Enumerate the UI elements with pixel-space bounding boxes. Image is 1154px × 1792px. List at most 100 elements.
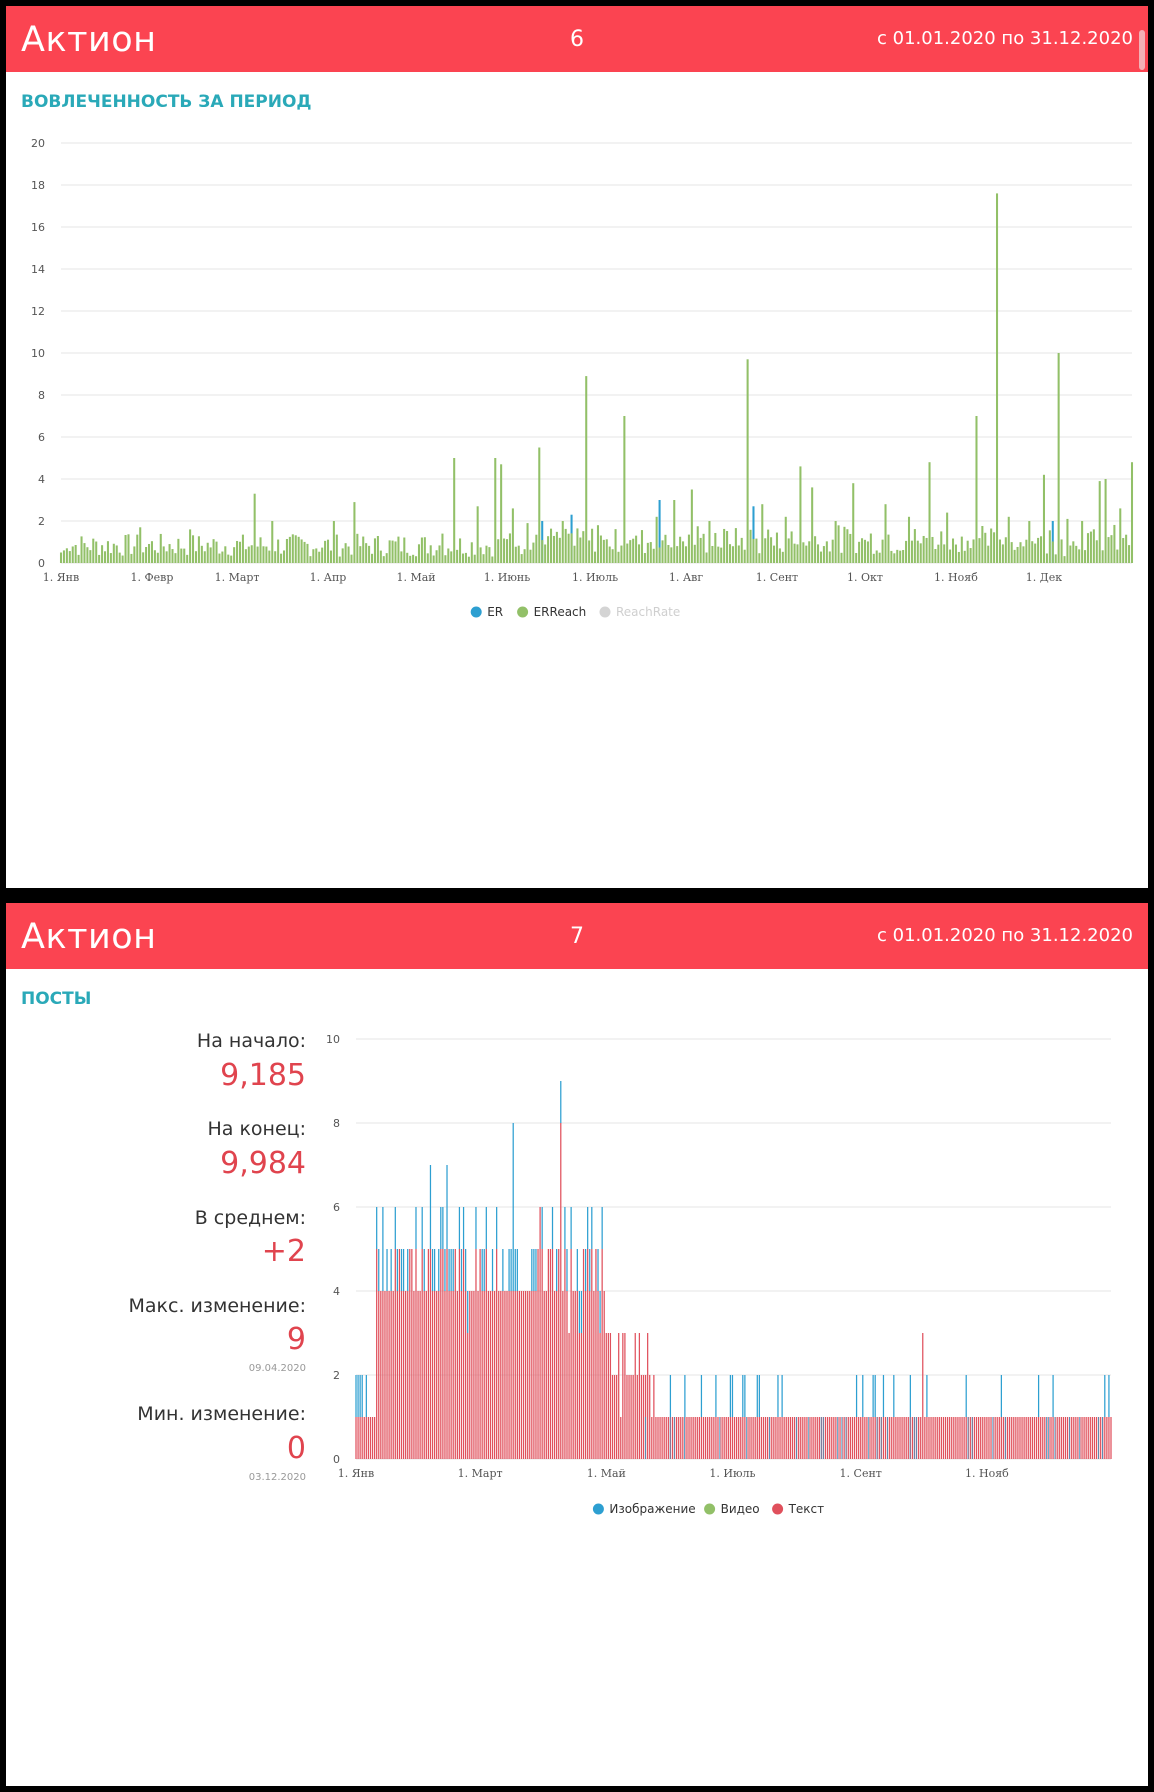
text-bar bbox=[930, 1417, 932, 1459]
erreach-bar bbox=[241, 534, 244, 563]
text-bar bbox=[452, 1291, 454, 1459]
erreach-bar bbox=[573, 545, 576, 563]
erreach-bar bbox=[1010, 542, 1013, 563]
erreach-bar bbox=[1063, 556, 1066, 563]
erreach-bar bbox=[1054, 554, 1057, 563]
image-bar bbox=[431, 1249, 434, 1291]
image-bar bbox=[535, 1249, 537, 1291]
erreach-bar bbox=[453, 458, 456, 563]
text-bar bbox=[562, 1291, 564, 1459]
text-bar bbox=[984, 1417, 986, 1459]
image-bar bbox=[729, 1375, 732, 1417]
text-bar bbox=[433, 1291, 436, 1459]
text-bar bbox=[1064, 1417, 1067, 1459]
x-tick-label: 1. Июль bbox=[709, 1467, 755, 1480]
text-bar bbox=[1017, 1417, 1019, 1459]
text-bar bbox=[506, 1291, 508, 1459]
text-bar bbox=[407, 1291, 409, 1459]
text-bar bbox=[597, 1291, 599, 1459]
text-bar bbox=[756, 1417, 758, 1459]
erreach-bar bbox=[1069, 545, 1072, 563]
erreach-bar bbox=[1060, 539, 1063, 563]
erreach-bar bbox=[1078, 549, 1081, 563]
image-bar bbox=[746, 1417, 748, 1459]
text-bar bbox=[618, 1333, 620, 1459]
erreach-bar bbox=[106, 541, 109, 563]
erreach-bar bbox=[726, 531, 729, 563]
text-bar bbox=[698, 1417, 700, 1459]
erreach-bar bbox=[1031, 541, 1034, 563]
text-bar bbox=[1073, 1417, 1075, 1459]
erreach-bar bbox=[693, 544, 696, 563]
erreach-bar bbox=[456, 549, 459, 563]
text-bar bbox=[531, 1291, 533, 1459]
erreach-bar bbox=[752, 538, 755, 563]
text-bar bbox=[814, 1417, 816, 1459]
erreach-bar bbox=[781, 551, 784, 563]
erreach-bar bbox=[329, 550, 332, 563]
text-bar bbox=[607, 1333, 609, 1459]
image-bar bbox=[599, 1291, 601, 1333]
text-bar bbox=[527, 1291, 529, 1459]
erreach-bar bbox=[1107, 537, 1110, 563]
erreach-bar bbox=[247, 546, 250, 563]
erreach-bar bbox=[899, 550, 902, 563]
text-bar bbox=[903, 1417, 905, 1459]
image-bar bbox=[644, 1417, 646, 1459]
erreach-bar bbox=[373, 538, 376, 563]
text-bar bbox=[953, 1417, 955, 1459]
erreach-bar bbox=[482, 554, 485, 563]
y-tick-label: 6 bbox=[38, 431, 45, 444]
erreach-bar bbox=[582, 531, 585, 563]
text-bar bbox=[767, 1417, 769, 1459]
y-tick-label: 16 bbox=[31, 221, 45, 234]
text-bar bbox=[582, 1249, 585, 1459]
erreach-bar bbox=[309, 556, 312, 563]
text-bar bbox=[1027, 1417, 1029, 1459]
image-bar bbox=[481, 1249, 483, 1291]
erreach-bar bbox=[887, 534, 890, 563]
erreach-bar bbox=[626, 543, 629, 563]
image-bar bbox=[421, 1207, 423, 1249]
x-tick-label: 1. Сент bbox=[840, 1467, 882, 1480]
erreach-bar bbox=[133, 546, 136, 563]
image-bar bbox=[510, 1249, 512, 1291]
erreach-bar bbox=[535, 534, 538, 563]
erreach-bar bbox=[77, 554, 80, 563]
text-bar bbox=[680, 1417, 682, 1459]
text-bar bbox=[740, 1417, 742, 1459]
text-bar bbox=[781, 1417, 783, 1459]
erreach-bar bbox=[479, 547, 482, 563]
text-bar bbox=[378, 1291, 380, 1459]
text-bar bbox=[653, 1375, 655, 1459]
text-bar bbox=[918, 1417, 920, 1459]
x-tick-label: 1. Дек bbox=[1026, 571, 1062, 584]
text-bar bbox=[980, 1417, 982, 1459]
text-bar bbox=[1095, 1417, 1098, 1459]
text-bar bbox=[675, 1417, 678, 1459]
image-bar bbox=[1000, 1375, 1002, 1417]
end-label: На конец: bbox=[207, 1118, 306, 1140]
text-bar bbox=[471, 1291, 473, 1459]
erreach-bar bbox=[192, 535, 195, 563]
erreach-bar bbox=[485, 545, 488, 563]
erreach-bar bbox=[80, 536, 83, 563]
text-bar bbox=[390, 1291, 392, 1459]
text-bar bbox=[727, 1417, 729, 1459]
erreach-bar bbox=[623, 416, 626, 563]
scrollbar[interactable] bbox=[1139, 30, 1145, 70]
section-title: ПОСТЫ bbox=[21, 989, 92, 1009]
text-bar bbox=[694, 1417, 696, 1459]
text-bar bbox=[775, 1417, 777, 1459]
erreach-bar bbox=[1013, 549, 1016, 563]
text-bar bbox=[711, 1417, 713, 1459]
erreach-bar bbox=[259, 537, 262, 563]
text-bar bbox=[955, 1417, 957, 1459]
erreach-bar bbox=[638, 544, 641, 563]
text-bar bbox=[1042, 1417, 1044, 1459]
image-bar bbox=[742, 1375, 744, 1417]
erreach-bar bbox=[728, 544, 732, 563]
text-bar bbox=[907, 1417, 909, 1459]
erreach-bar bbox=[855, 553, 858, 563]
erreach-bar bbox=[649, 542, 652, 563]
